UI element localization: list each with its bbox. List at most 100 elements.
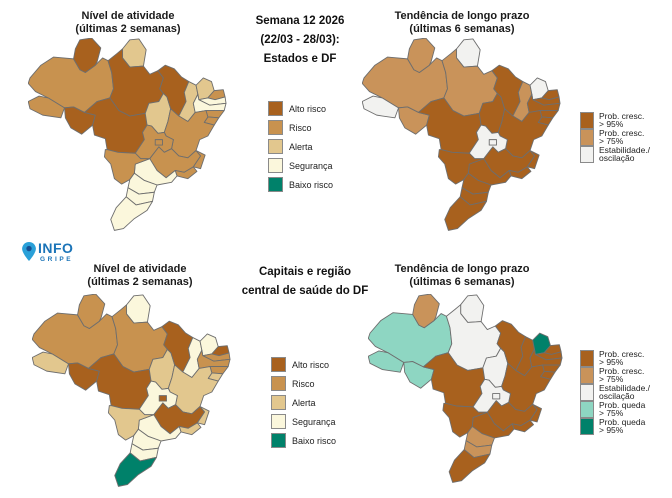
legend-item-queda75: Prob. queda > 75% (580, 401, 650, 418)
legend-item-alto: Alto risco (268, 101, 333, 116)
figure-week-title: Semana 12 2026 (22/03 - 28/03): Estados … (240, 12, 360, 69)
brazil-map-capitals-trend (368, 294, 563, 483)
legend-swatch-baixo (271, 433, 286, 448)
logo-text: INFO GRIPE (38, 241, 74, 263)
legend-label: Alto risco (292, 359, 330, 370)
map-title-states-trend: Tendência de longo prazo (últimas 6 sema… (362, 10, 562, 36)
brazil-map-states-activity (28, 38, 227, 231)
legend-item-risco: Risco (271, 376, 336, 391)
state-ac (362, 95, 399, 119)
legend-swatch-queda75 (580, 401, 594, 418)
legend-swatch-risco (271, 376, 286, 391)
legend-label: Segurança (289, 160, 333, 171)
legend-swatch-baixo (268, 177, 283, 192)
week-title-line: Semana 12 2026 (255, 15, 345, 27)
state-df (154, 139, 163, 146)
state-rs (114, 452, 157, 487)
legend-item-alto: Alto risco (271, 357, 336, 372)
legend-label: Alerta (292, 397, 316, 408)
map-title-line: Nível de atividade (81, 10, 175, 22)
legend-label: Estabilidade./oscilação (599, 145, 651, 163)
legend-item-alerta: Alerta (271, 395, 336, 410)
state-df (158, 395, 167, 402)
legend-swatch-estab (580, 384, 594, 401)
legend-trend-capitals: Prob. cresc. > 95% Prob. cresc. > 75% Estabi… (580, 350, 650, 435)
legend-label: Prob. cresc. > 95% (599, 349, 645, 367)
map-title-line: (últimas 2 semanas) (75, 23, 181, 35)
state-ms (442, 402, 488, 438)
legend-swatch-cresc95 (580, 350, 594, 367)
map-title-line: (últimas 2 semanas) (87, 276, 193, 288)
legend-swatch-alerta (271, 395, 286, 410)
legend-item-estab: Estabilidade./oscilação (580, 384, 650, 401)
state-rs (444, 196, 487, 231)
map-title-states-activity: Nível de atividade (últimas 2 semanas) (28, 10, 228, 36)
legend-swatch-alerta (268, 139, 283, 154)
legend-label: Prob. queda > 75% (599, 400, 646, 418)
legend-label: Prob. cresc. > 75% (599, 128, 645, 146)
state-rr (77, 294, 106, 329)
map-title-line: (últimas 6 semanas) (409, 23, 515, 35)
legend-item-baixo: Baixo risco (268, 177, 333, 192)
legend-item-estab: Estabilidade./oscilação (580, 146, 650, 163)
state-rs (110, 196, 153, 231)
legend-swatch-estab (580, 146, 594, 163)
brazil-map-states-trend (362, 38, 561, 231)
legend-label: Risco (292, 378, 315, 389)
map-title-line: Nível de atividade (93, 263, 187, 275)
legend-swatch-risco (268, 120, 283, 135)
legend-swatch-alto (268, 101, 283, 116)
legend-swatch-queda95 (580, 418, 594, 435)
legend-label: Prob. queda > 95% (599, 417, 646, 435)
state-ms (107, 405, 155, 441)
state-es (196, 406, 210, 426)
logo-gripe-text: GRIPE (40, 256, 74, 263)
state-ac (28, 95, 65, 119)
legend-item-risco: Risco (268, 120, 333, 135)
infogripe-logo: INFO GRIPE (22, 241, 74, 263)
state-rr (407, 38, 436, 73)
state-ms (437, 149, 485, 185)
legend-activity-capitals: Alto risco Risco Alerta Segurança Baixo risc… (271, 357, 336, 452)
figure-capitals-title: Capitais e região central de saúde do DF (235, 263, 375, 301)
legend-label: Alerta (289, 141, 313, 152)
state-es (192, 150, 206, 170)
state-df (492, 393, 501, 400)
legend-item-cresc75: Prob. cresc. > 75% (580, 129, 650, 146)
legend-swatch-cresc75 (580, 129, 594, 146)
legend-label: Baixo risco (292, 435, 337, 446)
legend-item-baixo: Baixo risco (271, 433, 336, 448)
state-es (526, 150, 540, 170)
week-title-line: Estados e DF (263, 53, 337, 65)
location-pin-icon (22, 242, 36, 261)
legend-item-cresc75: Prob. cresc. > 75% (580, 367, 650, 384)
legend-label: Segurança (292, 416, 336, 427)
legend-swatch-cresc75 (580, 367, 594, 384)
legend-swatch-seguranca (268, 158, 283, 173)
legend-swatch-cresc95 (580, 112, 594, 129)
map-title-line: Tendência de longo prazo (394, 10, 530, 22)
map-title-capitals-trend: Tendência de longo prazo (últimas 6 sema… (362, 263, 562, 289)
state-rr (412, 294, 440, 329)
legend-label: Prob. cresc. > 75% (599, 366, 645, 384)
legend-label: Risco (289, 122, 312, 133)
legend-label: Estabilidade./oscilação (599, 383, 651, 401)
legend-swatch-alto (271, 357, 286, 372)
state-rr (73, 38, 102, 73)
map-title-capitals-activity: Nível de atividade (últimas 2 semanas) (40, 263, 240, 289)
legend-item-cresc95: Prob. cresc. > 95% (580, 112, 650, 129)
legend-item-alerta: Alerta (268, 139, 333, 154)
week-title-line: (22/03 - 28/03): (260, 34, 340, 46)
state-df (488, 139, 497, 146)
legend-item-seguranca: Segurança (271, 414, 336, 429)
state-ac (32, 351, 69, 375)
map-title-line: Tendência de longo prazo (394, 263, 530, 275)
legend-label: Alto risco (289, 103, 327, 114)
state-es (529, 403, 542, 423)
legend-item-cresc95: Prob. cresc. > 95% (580, 350, 650, 367)
legend-swatch-seguranca (271, 414, 286, 429)
state-ac (368, 350, 405, 373)
legend-item-queda95: Prob. queda > 95% (580, 418, 650, 435)
brazil-map-capitals-activity (32, 294, 231, 487)
